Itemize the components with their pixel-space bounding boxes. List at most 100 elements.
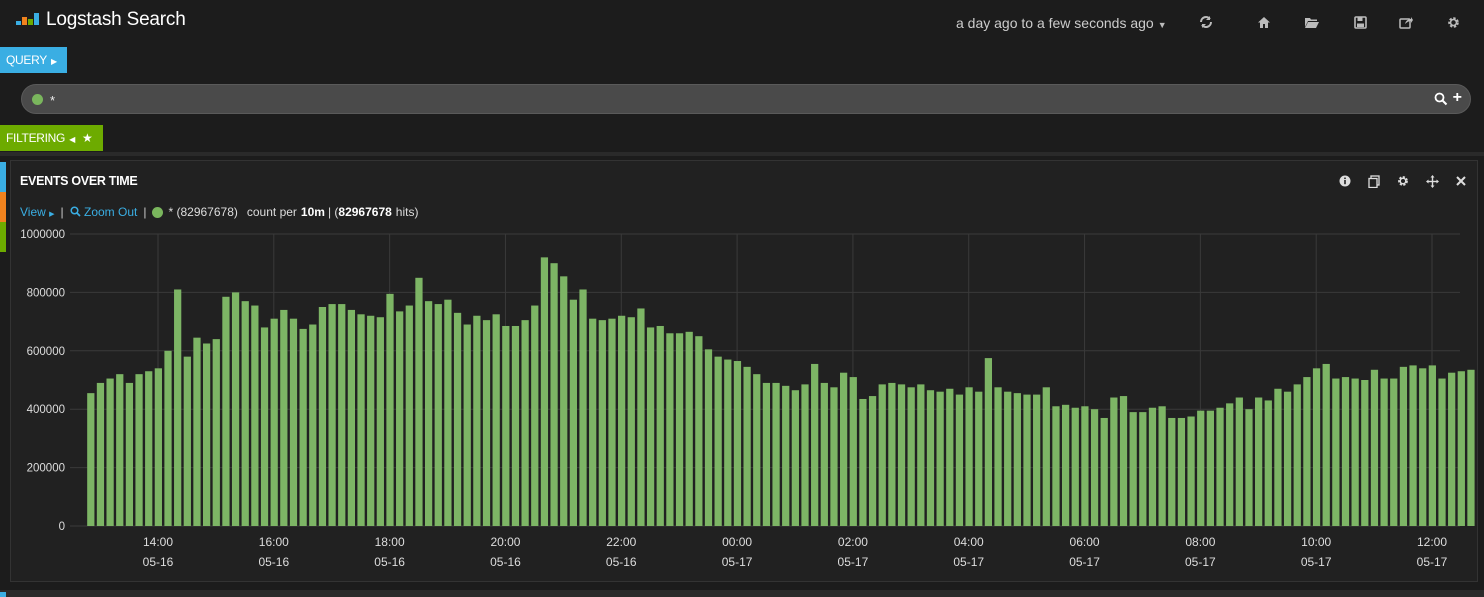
bar[interactable] [955,394,964,526]
bar[interactable] [174,289,182,526]
bar[interactable] [1457,371,1465,526]
bar[interactable] [376,317,384,526]
inspect-icon[interactable] [1366,173,1382,189]
bar[interactable] [1351,378,1359,526]
bar[interactable] [1341,377,1350,526]
bar[interactable] [482,320,491,526]
bar[interactable] [917,384,925,526]
bar[interactable] [868,396,877,526]
add-query-icon[interactable]: + [1452,89,1462,106]
bar[interactable] [946,388,954,526]
query-input[interactable] [48,89,1432,111]
bar[interactable] [1303,377,1311,526]
bar[interactable] [1390,378,1398,526]
bar[interactable] [1148,407,1157,526]
bar[interactable] [1004,391,1012,526]
bar[interactable] [357,314,365,526]
bar[interactable] [589,318,597,526]
bar[interactable] [1158,406,1166,526]
bar[interactable] [1216,407,1224,526]
bar[interactable] [1264,400,1272,526]
bar[interactable] [260,327,269,526]
bar[interactable] [251,305,259,526]
bar[interactable] [830,387,838,526]
bar[interactable] [975,391,983,526]
bar[interactable] [338,304,346,526]
bar[interactable] [965,387,973,526]
info-icon[interactable] [1337,173,1353,189]
bar[interactable] [106,378,114,526]
bar[interactable] [743,366,751,526]
bar[interactable] [1428,365,1436,526]
bar[interactable] [405,305,413,526]
bar[interactable] [1052,406,1060,526]
gear-icon[interactable] [1395,173,1411,189]
bar[interactable] [463,324,471,526]
bar[interactable] [280,309,288,526]
bar[interactable] [164,350,172,526]
bar[interactable] [560,276,568,526]
bar[interactable] [502,325,510,526]
save-icon[interactable] [1351,13,1369,31]
bar[interactable] [1033,394,1041,526]
bar[interactable] [724,359,732,526]
view-menu[interactable]: View ▶ [20,205,55,219]
query-tag[interactable]: QUERY ▶ [0,47,67,73]
search-icon[interactable] [1434,92,1448,109]
bar[interactable] [926,390,935,526]
bar[interactable] [96,382,105,526]
series-color-dot[interactable] [152,206,164,218]
bar[interactable] [145,371,153,526]
bar[interactable] [733,361,742,526]
bar[interactable] [1061,404,1070,526]
bar[interactable] [424,301,433,526]
bar[interactable] [675,333,684,526]
bar[interactable] [1332,378,1340,526]
bar[interactable] [984,358,993,526]
bar[interactable] [444,299,452,526]
bar[interactable] [1245,409,1253,526]
bar[interactable] [222,296,230,526]
bar[interactable] [415,277,423,526]
bar[interactable] [762,382,771,526]
bar[interactable] [685,331,693,526]
bar[interactable] [782,385,790,526]
brand[interactable]: Logstash Search [16,9,186,31]
bar[interactable] [1187,416,1195,527]
bar[interactable] [608,318,616,526]
bar[interactable] [531,305,539,526]
bar[interactable] [289,318,298,526]
bar[interactable] [1197,410,1205,526]
bar[interactable] [656,325,664,526]
bar[interactable] [1023,394,1031,526]
bar[interactable] [347,309,356,526]
bar[interactable] [87,393,95,526]
row-color-strips[interactable] [0,162,6,252]
bar[interactable] [936,391,944,526]
bar[interactable] [492,314,500,526]
next-row-strip[interactable] [0,592,6,597]
bar[interactable] [125,382,134,526]
bar[interactable] [328,304,336,526]
bar[interactable] [772,382,780,526]
bar[interactable] [1370,369,1379,526]
bar[interactable] [618,315,626,526]
bar[interactable] [1139,412,1147,526]
bar[interactable] [801,384,809,526]
bar[interactable] [1100,417,1108,526]
bar[interactable] [695,336,703,526]
row-strip-blue[interactable] [0,162,6,192]
bar[interactable] [888,382,896,526]
bar[interactable] [1448,372,1456,526]
row-strip-orange[interactable] [0,192,6,222]
bar[interactable] [637,308,645,526]
bar[interactable] [627,317,635,526]
series-legend-label[interactable]: * (82967678) [168,205,238,219]
bar[interactable] [1129,412,1137,526]
bar[interactable] [309,324,317,526]
bar[interactable] [1293,384,1301,526]
bar[interactable] [1283,391,1292,526]
bar[interactable] [994,387,1002,526]
bar[interactable] [299,328,307,526]
